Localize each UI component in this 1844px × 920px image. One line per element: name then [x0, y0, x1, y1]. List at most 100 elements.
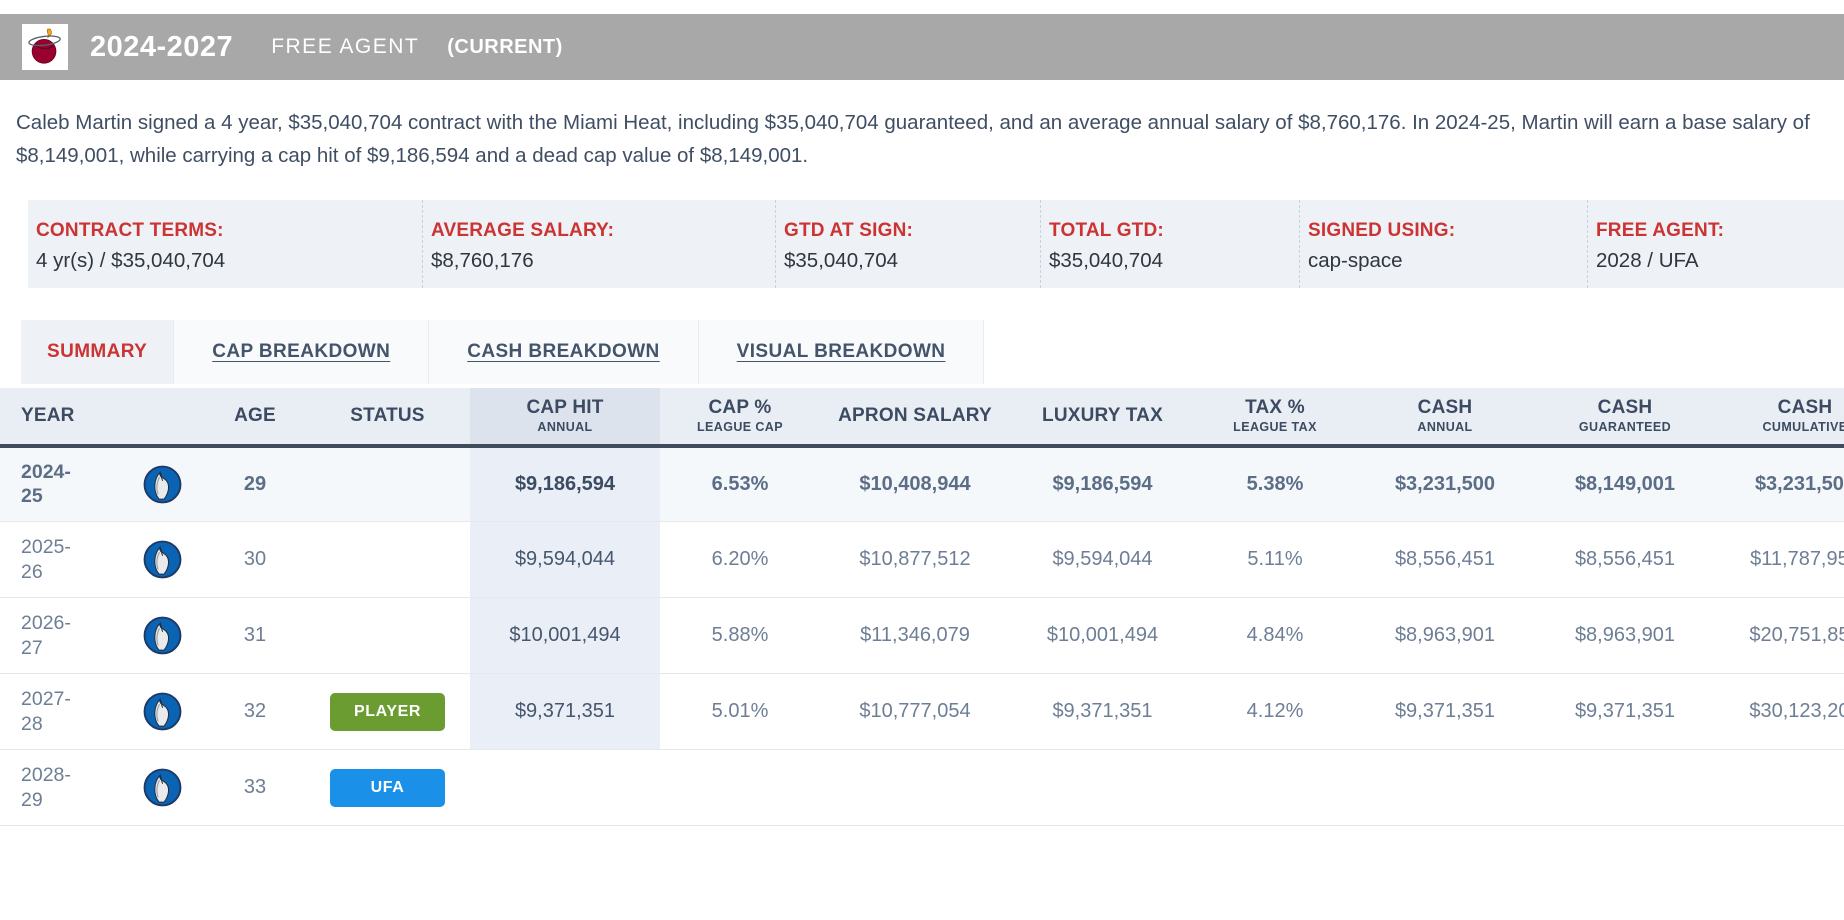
year-cell: 2027-28: [21, 688, 71, 735]
tab-summary[interactable]: SUMMARY: [21, 319, 175, 384]
cash-annual-cell: $9,371,351: [1394, 700, 1496, 723]
contract-term-free-agent: FREE AGENT: 2028 / UFA: [1588, 200, 1844, 288]
contract-current-label: (CURRENT): [447, 35, 563, 58]
contract-term-label: TOTAL GTD:: [1049, 219, 1164, 241]
tab-cap-breakdown[interactable]: CAP BREAKDOWN: [174, 319, 430, 384]
contract-term-total-gtd: TOTAL GTD: $35,040,704: [1041, 199, 1300, 288]
cap-hit-cell: $9,186,594: [470, 445, 660, 522]
cap-pct-cell: 6.53%: [711, 472, 769, 495]
age-cell: 30: [243, 548, 267, 571]
cash-cumulative-cell: $3,231,500: [1754, 472, 1844, 495]
column-header-team-logo: [120, 388, 205, 446]
luxury-tax-cell: [1010, 750, 1195, 826]
cash-annual-cell: $8,556,451: [1394, 548, 1496, 571]
cash-annual-cell: [1355, 750, 1535, 826]
cash-cumulative-cell: [1715, 750, 1844, 826]
contract-table-wrap: YEAR AGE STATUS CAP HIT ANNUAL CAP % LEAGUE CA…: [0, 387, 1844, 827]
table-header-row: YEAR AGE STATUS CAP HIT ANNUAL CAP % LEAGUE CA…: [0, 387, 1844, 446]
age-cell: 31: [243, 624, 267, 647]
contract-term-label: AVERAGE SALARY:: [431, 219, 615, 241]
tax-pct-cell: [1195, 750, 1355, 826]
contract-type-label: FREE AGENT: [271, 35, 420, 58]
table-body: 2024-25 29 $9,186,594 6.53% $10,408,944 $9,1…: [0, 445, 1844, 826]
column-header-cash-annual: CASH ANNUAL: [1417, 397, 1473, 435]
column-header-apron-salary: APRON SALARY: [838, 404, 992, 426]
contract-term-value: $35,040,704: [1049, 248, 1164, 272]
tax-pct-cell: 5.38%: [1246, 472, 1304, 495]
apron-salary-cell: $11,346,079: [860, 624, 970, 647]
luxury-tax-cell: $9,186,594: [1052, 472, 1153, 495]
luxury-tax-cell: $9,371,351: [1052, 700, 1153, 723]
column-header-tax-league-tax: TAX % LEAGUE TAX: [1233, 397, 1317, 435]
contract-term-label: CONTRACT TERMS:: [36, 219, 224, 241]
table-row-2027-28: 2027-28 32 PLAYER $9,371,351 5.01% $10,777,0…: [0, 673, 1844, 750]
column-header-year: YEAR: [21, 404, 75, 426]
cash-guaranteed-cell: [1535, 750, 1715, 826]
contract-term-value: $35,040,704: [784, 248, 899, 272]
cap-pct-cell: [660, 750, 820, 826]
column-header-status: STATUS: [350, 404, 425, 426]
dallas-mavericks-logo-icon: [120, 598, 205, 674]
cash-guaranteed-cell: $8,149,001: [1574, 472, 1676, 495]
contract-term-average-salary: AVERAGE SALARY: $8,760,176: [423, 199, 776, 288]
contract-years: 2024-2027: [90, 30, 234, 63]
dallas-mavericks-logo-icon: [120, 750, 205, 826]
column-header-cap-hit-annual: CAP HIT ANNUAL: [470, 387, 660, 446]
column-header-cap-league-cap: CAP % LEAGUE CAP: [697, 397, 783, 435]
cash-cumulative-cell: $20,751,852: [1749, 624, 1844, 647]
miami-heat-logo-icon: [22, 24, 68, 70]
cash-cumulative-cell: $30,123,203: [1749, 700, 1844, 723]
luxury-tax-cell: $9,594,044: [1052, 548, 1153, 571]
table-row-2028-29: 2028-29 33 UFA: [0, 749, 1844, 826]
year-cell: 2025-26: [21, 536, 71, 583]
contract-summary-text: Caleb Martin signed a 4 year, $35,040,70…: [16, 111, 1810, 167]
cap-pct-cell: 6.20%: [711, 548, 769, 571]
apron-salary-cell: $10,408,944: [859, 472, 971, 495]
status-cell: UFA: [305, 750, 470, 826]
dallas-mavericks-logo-icon: [120, 446, 205, 522]
dallas-mavericks-logo-icon: [120, 674, 205, 750]
contract-header-bar: 2024-2027 FREE AGENT (CURRENT): [0, 14, 1844, 80]
column-header-cash-guaranteed: CASH GUARANTEED: [1578, 397, 1672, 435]
apron-salary-cell: $10,777,054: [859, 700, 971, 723]
tab-visual-breakdown[interactable]: VISUAL BREAKDOWN: [698, 319, 985, 384]
tax-pct-cell: 4.12%: [1246, 700, 1304, 723]
contract-term-label: GTD AT SIGN:: [784, 219, 914, 241]
luxury-tax-cell: $10,001,494: [1046, 624, 1159, 647]
status-cell: [305, 598, 470, 674]
status-cell: [305, 446, 470, 522]
cap-hit-cell: $9,594,044: [470, 521, 660, 598]
column-header-cash-cumulative: CASH CUMULATIVE: [1762, 397, 1844, 435]
contract-term-value: cap-space: [1308, 248, 1403, 272]
cap-hit-cell: [470, 750, 660, 826]
column-header-luxury-tax: LUXURY TAX: [1042, 404, 1163, 426]
year-cell: 2026-27: [21, 612, 71, 659]
age-cell: 29: [243, 472, 267, 495]
contract-term-label: FREE AGENT:: [1596, 219, 1725, 241]
cap-hit-cell: $10,001,494: [470, 597, 660, 674]
contract-term-value: $8,760,176: [431, 248, 534, 272]
year-cell: 2024-25: [21, 460, 71, 508]
apron-salary-cell: [820, 750, 1010, 826]
contract-term-label: SIGNED USING:: [1308, 219, 1456, 241]
contract-term-value: 4 yr(s) / $35,040,704: [36, 248, 226, 272]
status-cell: [305, 522, 470, 598]
status-badge-player: PLAYER: [330, 692, 445, 731]
age-cell: 33: [243, 776, 267, 799]
cash-guaranteed-cell: $8,963,901: [1574, 624, 1676, 647]
cash-guaranteed-cell: $8,556,451: [1574, 548, 1676, 571]
tab-cash-breakdown[interactable]: CASH BREAKDOWN: [429, 319, 699, 384]
cap-pct-cell: 5.88%: [711, 624, 769, 647]
dallas-mavericks-logo-icon: [120, 522, 205, 598]
table-header: YEAR AGE STATUS CAP HIT ANNUAL CAP % LEAGUE CA…: [0, 387, 1844, 446]
cash-cumulative-cell: $11,787,951: [1750, 548, 1844, 571]
contract-term-gtd-at-sign: GTD AT SIGN: $35,040,704: [776, 199, 1041, 288]
status-badge-ufa: UFA: [330, 768, 445, 807]
table-row-2026-27: 2026-27 31 $10,001,494 5.88% $11,346,079 $10…: [0, 597, 1844, 674]
age-cell: 32: [243, 700, 267, 723]
status-cell: PLAYER: [305, 674, 470, 750]
table-row-2024-25: 2024-25 29 $9,186,594 6.53% $10,408,944 $9,1…: [0, 445, 1844, 522]
contract-terms-strip: CONTRACT TERMS: 4 yr(s) / $35,040,704 AV…: [28, 199, 1844, 288]
cap-pct-cell: 5.01%: [711, 700, 769, 723]
breakdown-tabs: SUMMARY CAP BREAKDOWN CASH BREAKDOWN VISUAL…: [21, 319, 985, 384]
